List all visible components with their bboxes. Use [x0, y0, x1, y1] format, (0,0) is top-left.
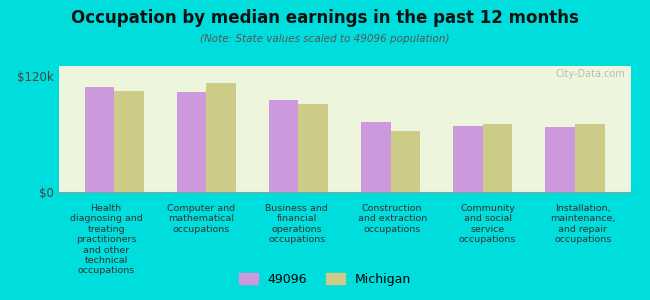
Bar [483, 124, 512, 192]
Bar [114, 91, 144, 192]
Bar [269, 100, 298, 192]
Text: Business and
financial
operations
occupations: Business and financial operations occupa… [265, 204, 328, 244]
Bar [206, 83, 236, 192]
Bar [391, 131, 420, 192]
Text: City-Data.com: City-Data.com [555, 68, 625, 79]
Text: Installation,
maintenance,
and repair
occupations: Installation, maintenance, and repair oc… [550, 204, 616, 244]
Text: Health
diagnosing and
treating
practitioners
and other
technical
occupations: Health diagnosing and treating practitio… [70, 204, 142, 275]
Legend: 49096, Michigan: 49096, Michigan [234, 268, 416, 291]
Bar [84, 87, 114, 192]
Bar [177, 92, 206, 192]
Bar [453, 126, 483, 192]
Text: Construction
and extraction
occupations: Construction and extraction occupations [358, 204, 427, 234]
Bar [361, 122, 391, 192]
Bar [545, 127, 575, 192]
Text: Community
and social
service
occupations: Community and social service occupations [459, 204, 516, 244]
Bar [298, 104, 328, 192]
Text: Occupation by median earnings in the past 12 months: Occupation by median earnings in the pas… [71, 9, 579, 27]
Text: (Note: State values scaled to 49096 population): (Note: State values scaled to 49096 popu… [200, 34, 450, 44]
Bar [575, 124, 604, 192]
Text: Computer and
mathematical
occupations: Computer and mathematical occupations [168, 204, 235, 234]
